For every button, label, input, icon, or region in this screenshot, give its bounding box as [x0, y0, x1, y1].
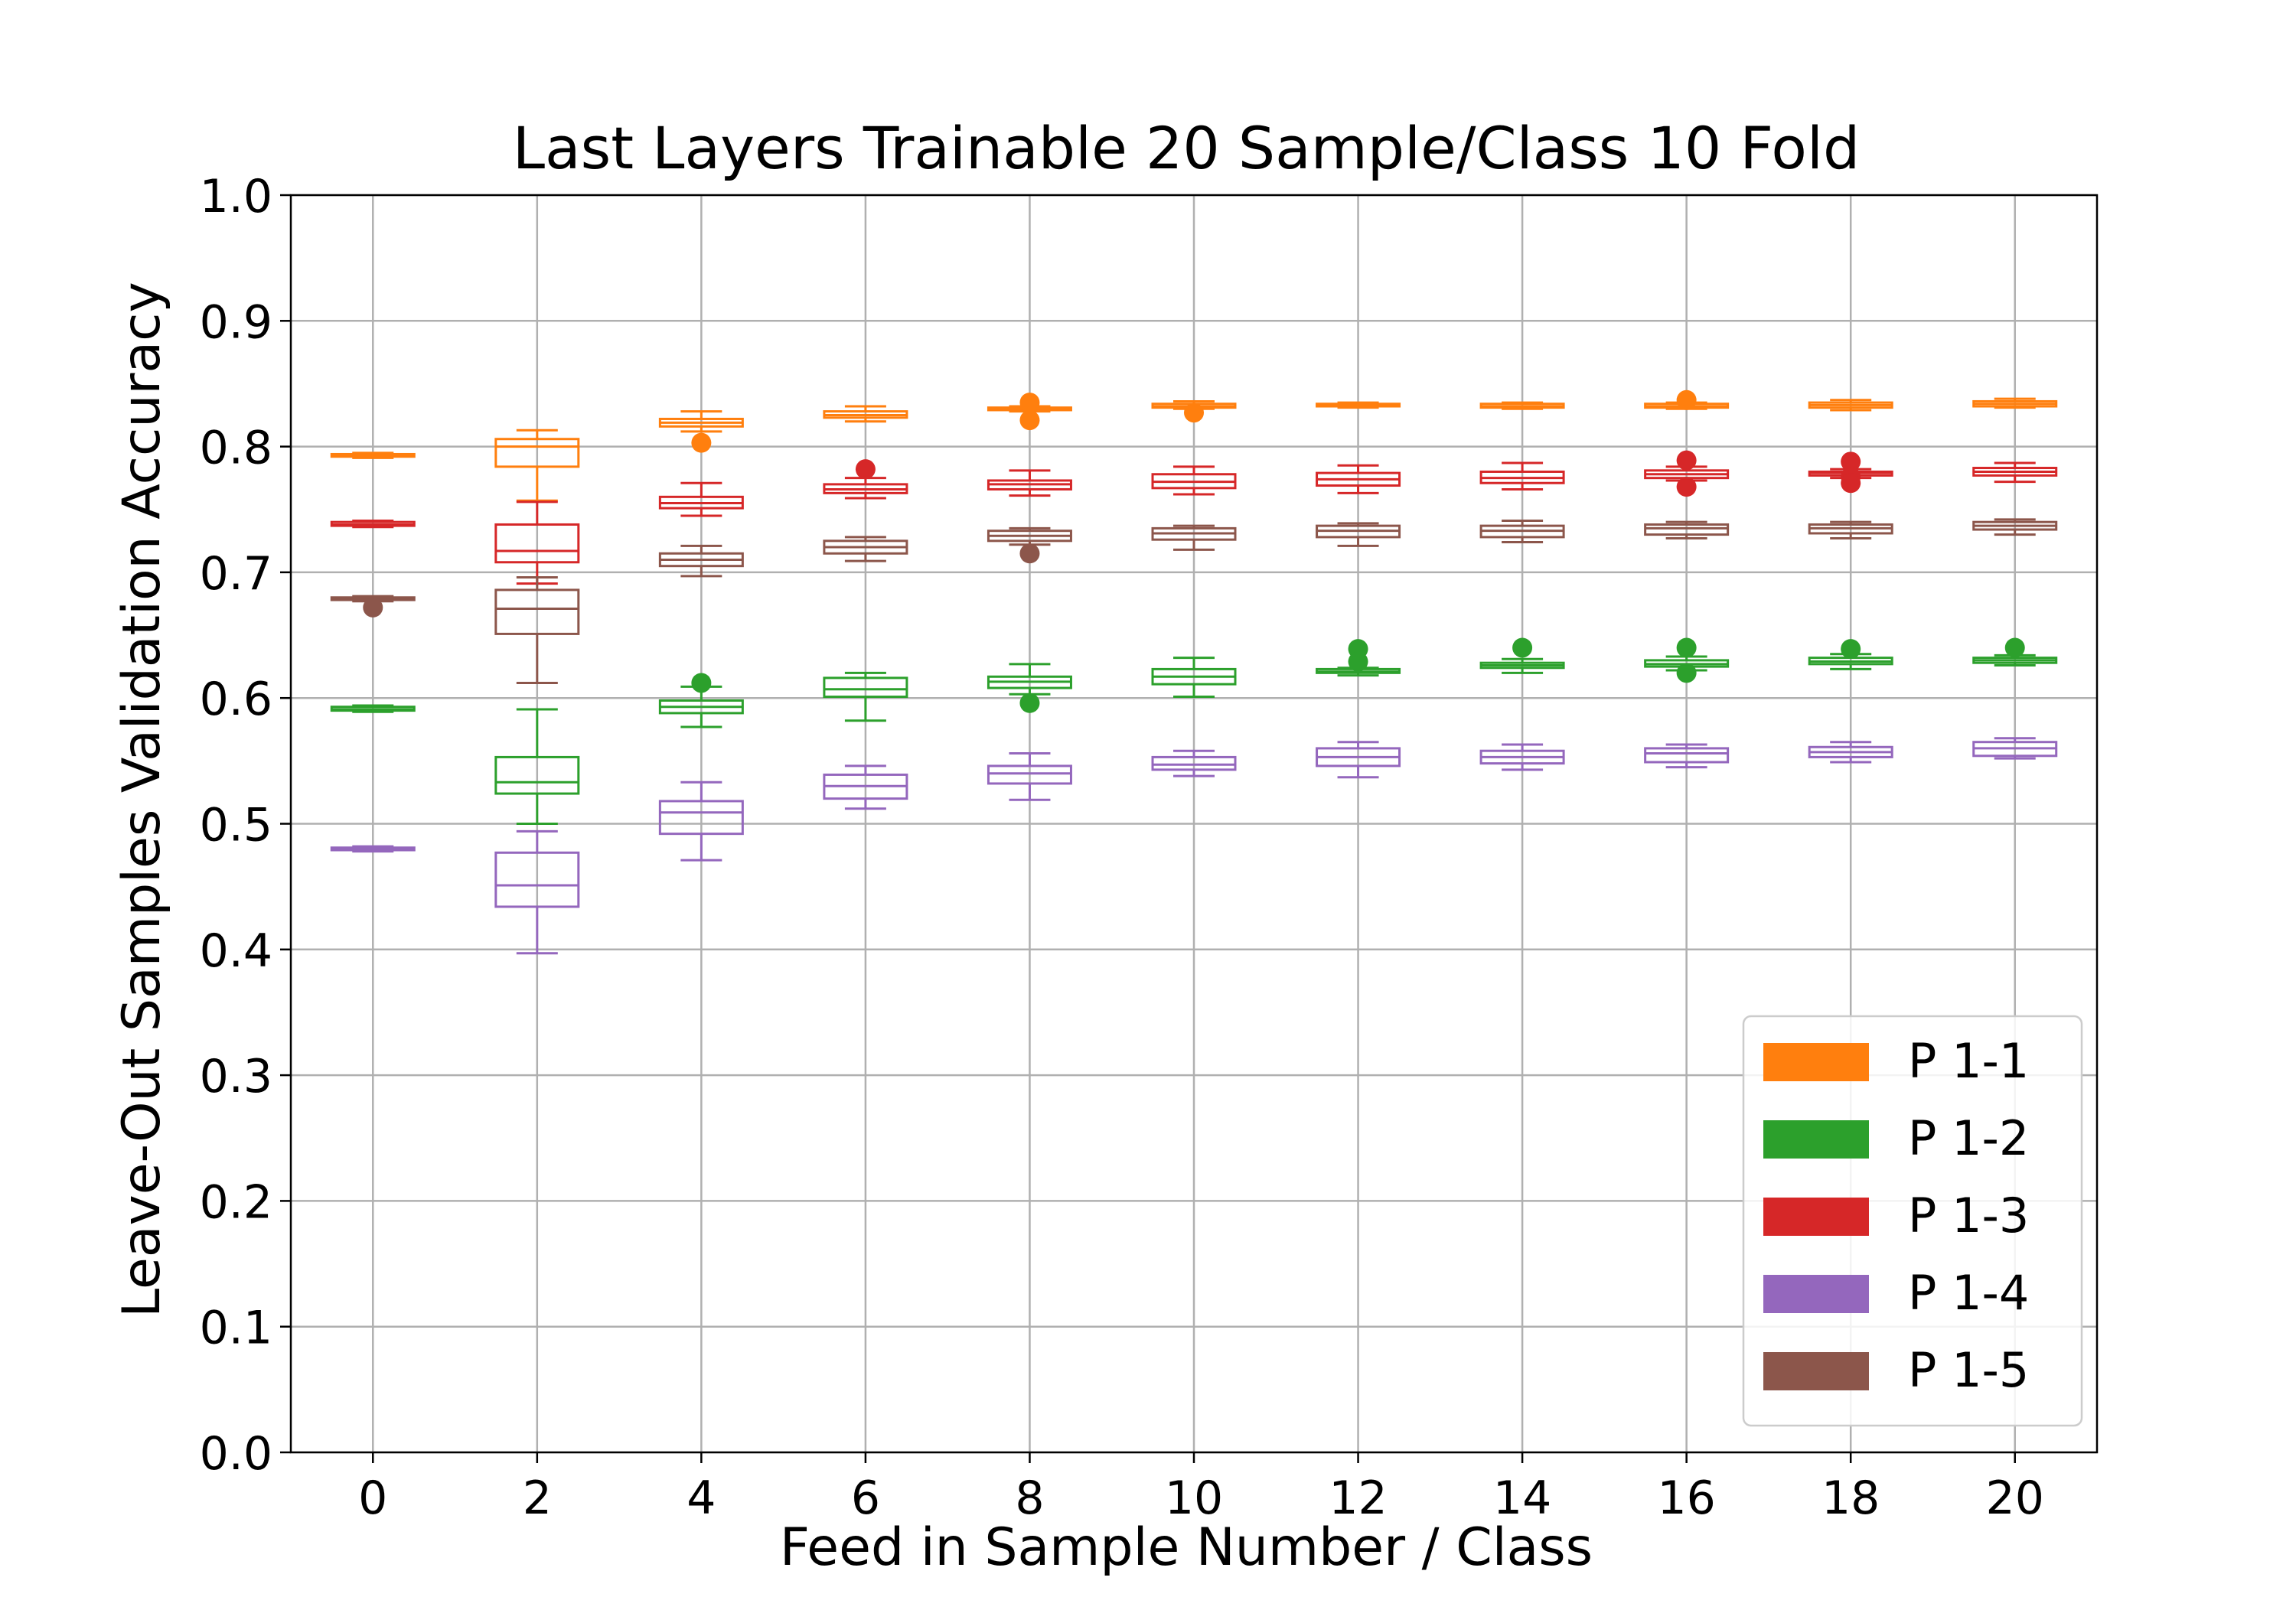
y-tick-label: 0.4 [200, 924, 272, 978]
series-p-1-2 [330, 637, 2058, 825]
y-tick-label: 0.0 [200, 1427, 272, 1481]
legend-swatch [1763, 1120, 1869, 1159]
box [987, 764, 1072, 785]
legend-frame [1742, 1015, 2083, 1427]
box [658, 800, 744, 836]
y-tick-label: 0.5 [200, 799, 272, 852]
outlier-point [1676, 450, 1697, 471]
box [1151, 755, 1237, 771]
x-tick-label: 10 [1165, 1471, 1223, 1525]
x-tick-label: 14 [1493, 1471, 1551, 1525]
outlier-point [1676, 389, 1697, 410]
series-p-1-1 [330, 389, 2058, 502]
outlier-point [691, 432, 712, 453]
x-tick-label: 18 [1821, 1471, 1880, 1525]
outlier-point [1019, 410, 1040, 431]
series-p-1-4 [330, 737, 2058, 955]
outlier-point [1676, 663, 1697, 683]
x-tick-label: 12 [1329, 1471, 1387, 1525]
axes: 0.0 0.1 0.2 0.3 0.4 0.5 0.6 0.7 0.8 0.9 1.0 0 2 4 6 8 10… [200, 170, 2044, 1525]
outlier-point [1019, 693, 1040, 713]
box [823, 676, 908, 699]
box [494, 755, 580, 795]
y-tick-label: 0.1 [200, 1302, 272, 1355]
outlier-point [1841, 639, 1861, 660]
x-tick-label: 20 [1986, 1471, 2044, 1525]
box [494, 438, 580, 468]
y-tick-label: 1.0 [200, 170, 272, 223]
outlier-point [1841, 473, 1861, 494]
outlier-point [1019, 393, 1040, 413]
outlier-point [691, 673, 712, 693]
legend-swatch [1763, 1198, 1869, 1236]
legend-label: P 1-1 [1908, 1033, 2029, 1089]
y-tick-label: 0.9 [200, 295, 272, 349]
x-axis-label: Feed in Sample Number / Class [780, 1517, 1593, 1578]
box [494, 588, 580, 635]
y-tick-label: 0.7 [200, 547, 272, 601]
outlier-point [1184, 402, 1204, 423]
outlier-point [1512, 637, 1533, 658]
outlier-point [855, 459, 876, 480]
legend-swatch [1763, 1352, 1869, 1390]
series-p-1-3 [330, 450, 2058, 585]
legend-swatch [1763, 1043, 1869, 1081]
box [1644, 523, 1730, 536]
outlier-point [1841, 451, 1861, 472]
legend-label: P 1-4 [1908, 1265, 2029, 1321]
x-tick-label: 2 [523, 1471, 552, 1525]
outlier-point [1348, 651, 1368, 672]
x-tick-label: 4 [687, 1471, 716, 1525]
box [494, 523, 580, 564]
legend-label: P 1-5 [1908, 1342, 2029, 1398]
plot-area [330, 389, 2058, 955]
y-tick-label: 0.2 [200, 1175, 272, 1229]
y-axis-label: Leave-Out Samples Validation Accuracy [112, 282, 172, 1317]
outlier-point [1019, 543, 1040, 564]
outlier-point [1676, 477, 1697, 497]
y-tick-label: 0.3 [200, 1050, 272, 1103]
legend-label: P 1-3 [1908, 1188, 2029, 1243]
legend: P 1-1 P 1-2 P 1-3 P 1-4 P 1-5 [1742, 1015, 2083, 1427]
box [494, 851, 580, 908]
x-tick-label: 6 [851, 1471, 880, 1525]
x-tick-label: 16 [1657, 1471, 1715, 1525]
x-tick-label: 0 [358, 1471, 387, 1525]
x-tick-label: 8 [1015, 1471, 1044, 1525]
series-p-1-5 [330, 518, 2058, 684]
box [1644, 747, 1730, 764]
legend-label: P 1-2 [1908, 1110, 2029, 1166]
outlier-point [1676, 637, 1697, 658]
outlier-point [2004, 637, 2025, 658]
outlier-point [363, 597, 383, 618]
y-tick-label: 0.6 [200, 673, 272, 726]
y-tick-label: 0.8 [200, 422, 272, 475]
chart-title: Last Layers Trainable 20 Sample/Class 10… [513, 114, 1861, 182]
legend-swatch [1763, 1275, 1869, 1313]
